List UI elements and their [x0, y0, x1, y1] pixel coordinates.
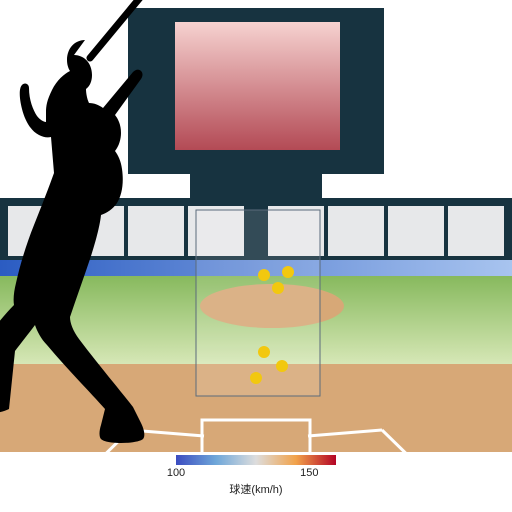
stand-section — [448, 206, 504, 256]
pitch-marker — [272, 282, 284, 294]
legend-ticks: 100 150 — [170, 467, 342, 482]
pitch-marker — [250, 372, 262, 384]
stand-section — [128, 206, 184, 256]
legend-title: 球速(km/h) — [229, 481, 282, 497]
stand-section — [328, 206, 384, 256]
pitch-marker — [276, 360, 288, 372]
pitch-marker — [282, 266, 294, 278]
legend-tick-label: 100 — [167, 467, 185, 479]
strike-zone — [196, 210, 320, 396]
legend-gradient-bar — [176, 455, 336, 465]
baseball-pitch-chart — [0, 0, 512, 512]
pitch-marker — [258, 269, 270, 281]
scoreboard-screen — [175, 22, 340, 150]
pitch-marker — [258, 346, 270, 358]
legend-tick-label: 150 — [300, 467, 318, 479]
stand-section — [388, 206, 444, 256]
speed-legend: 100 150 球速(km/h) — [170, 455, 342, 495]
scoreboard-support — [190, 174, 322, 198]
